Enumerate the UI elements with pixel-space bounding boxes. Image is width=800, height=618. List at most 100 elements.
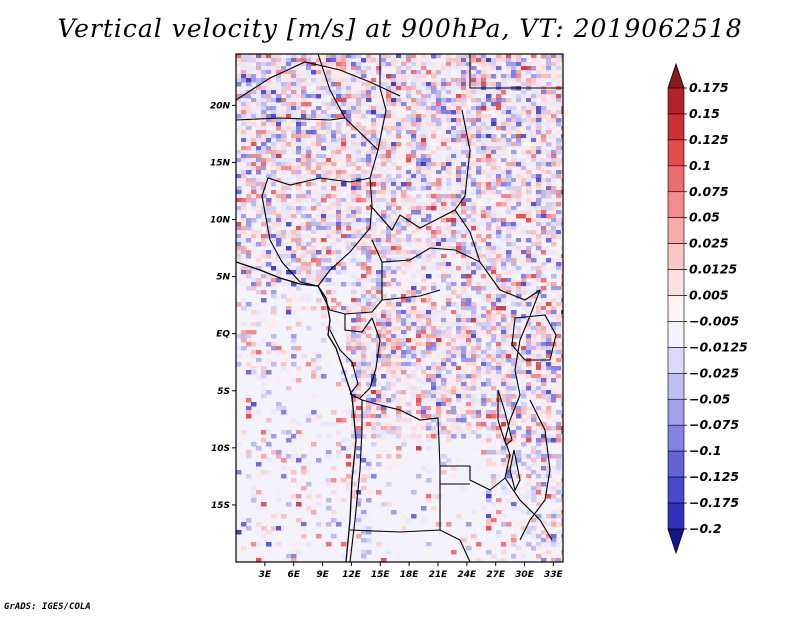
- field-cell: [281, 110, 287, 115]
- field-cell: [266, 130, 272, 135]
- field-cell: [386, 270, 392, 275]
- field-cell: [321, 182, 327, 187]
- field-cell: [251, 278, 257, 283]
- field-cell: [506, 154, 512, 159]
- field-cell: [331, 90, 337, 95]
- field-cell: [486, 118, 492, 123]
- field-cell: [531, 386, 537, 391]
- field-cell: [406, 374, 412, 379]
- field-cell: [446, 214, 452, 219]
- field-cell: [456, 62, 462, 67]
- field-cell: [366, 386, 372, 391]
- field-cell: [531, 218, 537, 223]
- field-cell: [451, 102, 457, 107]
- field-cell: [501, 102, 507, 107]
- field-cell: [281, 362, 287, 367]
- field-cell: [431, 66, 437, 71]
- field-cell: [506, 490, 512, 495]
- field-cell: [386, 54, 392, 59]
- field-cell: [286, 62, 292, 67]
- field-cell: [491, 102, 497, 107]
- field-cell: [351, 302, 357, 307]
- field-cell: [501, 322, 507, 327]
- field-cell: [516, 290, 522, 295]
- lat-tick-label: 20N: [210, 101, 231, 111]
- field-cell: [411, 270, 417, 275]
- field-cell: [531, 182, 537, 187]
- field-cell: [506, 330, 512, 335]
- field-cell: [311, 182, 317, 187]
- field-cell: [266, 62, 272, 67]
- field-cell: [236, 346, 242, 351]
- field-cell: [361, 270, 367, 275]
- field-cell: [516, 202, 522, 207]
- field-cell: [381, 502, 387, 507]
- field-cell: [516, 82, 522, 87]
- field-cell: [366, 102, 372, 107]
- field-cell: [361, 126, 367, 131]
- field-cell: [541, 342, 547, 347]
- field-cell: [446, 350, 452, 355]
- field-cell: [481, 318, 487, 323]
- field-cell: [486, 518, 492, 523]
- field-cell: [261, 130, 267, 135]
- field-cell: [311, 114, 317, 119]
- field-cell: [446, 330, 452, 335]
- field-cell: [296, 98, 302, 103]
- field-cell: [281, 254, 287, 259]
- field-cell: [366, 426, 372, 431]
- field-cell: [541, 350, 547, 355]
- field-cell: [481, 322, 487, 327]
- field-cell: [246, 78, 252, 83]
- field-cell: [521, 234, 527, 239]
- field-cell: [351, 298, 357, 303]
- field-cell: [491, 162, 497, 167]
- field-cell: [261, 494, 267, 499]
- field-cell: [476, 78, 482, 83]
- field-cell: [546, 90, 552, 95]
- field-cell: [346, 54, 352, 59]
- field-cell: [376, 430, 382, 435]
- field-cell: [341, 242, 347, 247]
- field-cell: [266, 58, 272, 63]
- field-cell: [381, 158, 387, 163]
- field-cell: [301, 98, 307, 103]
- field-cell: [381, 186, 387, 191]
- field-cell: [236, 178, 242, 183]
- field-cell: [551, 498, 557, 503]
- field-cell: [286, 554, 292, 559]
- field-cell: [386, 362, 392, 367]
- field-cell: [256, 362, 262, 367]
- field-cell: [551, 386, 557, 391]
- field-cell: [471, 166, 477, 171]
- field-cell: [336, 282, 342, 287]
- field-cell: [516, 110, 522, 115]
- field-cell: [391, 94, 397, 99]
- field-cell: [426, 110, 432, 115]
- field-cell: [261, 102, 267, 107]
- field-cell: [516, 410, 522, 415]
- field-cell: [456, 58, 462, 63]
- field-cell: [401, 86, 407, 91]
- field-cell: [256, 150, 262, 155]
- field-cell: [326, 130, 332, 135]
- field-cell: [366, 530, 372, 535]
- field-cell: [561, 534, 563, 539]
- field-cell: [356, 210, 362, 215]
- field-cell: [556, 498, 562, 503]
- field-cell: [506, 306, 512, 311]
- field-cell: [291, 458, 297, 463]
- field-cell: [371, 278, 377, 283]
- field-cell: [491, 386, 497, 391]
- field-cell: [296, 218, 302, 223]
- field-cell: [471, 330, 477, 335]
- field-cell: [351, 110, 357, 115]
- field-cell: [406, 206, 412, 211]
- field-cell: [321, 130, 327, 135]
- field-cell: [341, 234, 347, 239]
- field-cell: [271, 122, 277, 127]
- field-cell: [276, 142, 282, 147]
- field-cell: [401, 70, 407, 75]
- field-cell: [436, 70, 442, 75]
- field-cell: [416, 78, 422, 83]
